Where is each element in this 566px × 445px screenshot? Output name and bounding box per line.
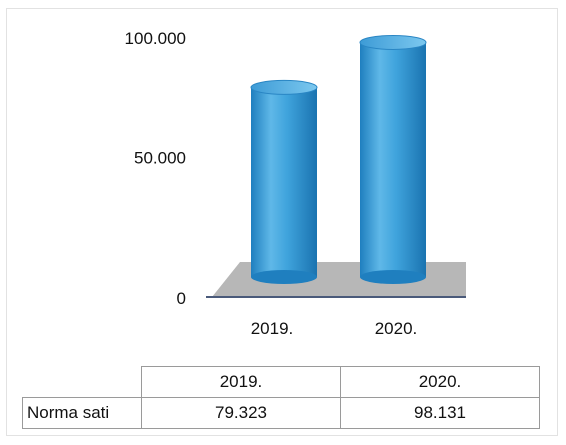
- table-header-2019: 2019.: [141, 366, 341, 398]
- y-tick-label: 50.000: [134, 149, 186, 168]
- x-category-label: 2019.: [251, 319, 294, 338]
- chart-frame: [6, 8, 558, 436]
- bar-top: [250, 79, 318, 95]
- chart-floor: [212, 262, 466, 297]
- table-row: Norma sati 79.323 98.131: [22, 397, 540, 429]
- table-row-label: Norma sati: [22, 397, 142, 429]
- bar-2019: [250, 79, 318, 284]
- table-value-2020: 98.131: [340, 397, 540, 429]
- bar-body: [360, 42, 426, 277]
- y-tick-label: 100.000: [125, 29, 186, 48]
- x-category-label: 2020.: [375, 319, 418, 338]
- table-corner-cell: [22, 366, 142, 398]
- bar-2020: [359, 34, 427, 284]
- bar-body: [251, 87, 317, 277]
- table-header-2020: 2020.: [340, 366, 540, 398]
- chart-data-table: 2019. 2020. Norma sati 79.323 98.131: [22, 366, 540, 429]
- bar-base: [360, 270, 426, 284]
- table-value-2019: 79.323: [141, 397, 341, 429]
- bar-base: [251, 270, 317, 284]
- table-header-row: 2019. 2020.: [22, 366, 540, 398]
- bar-top: [359, 34, 427, 50]
- y-tick-label: 0: [177, 289, 186, 308]
